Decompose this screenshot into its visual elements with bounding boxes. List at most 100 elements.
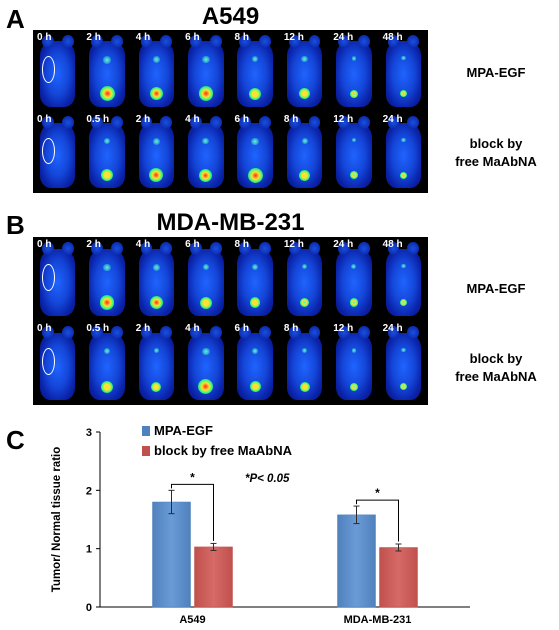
mouse-ear: [357, 326, 370, 340]
organ-signal-spot: [351, 263, 357, 269]
mouse-ear: [91, 116, 104, 130]
organ-signal-spot: [152, 137, 161, 145]
timepoint-label: 0.5 h: [86, 323, 110, 334]
mouse-image-frame: 2 h: [82, 30, 131, 112]
tumor-signal-spot: [399, 383, 407, 391]
y-tick-label: 3: [86, 427, 92, 439]
mouse-ear: [209, 34, 222, 48]
timepoint-label: 6 h: [234, 323, 249, 334]
legend-swatch: [142, 426, 150, 436]
mouse-ear: [209, 242, 222, 256]
mouse-image-frame: 4 h: [132, 30, 181, 112]
tumor-signal-spot: [299, 297, 310, 308]
timepoint-label: 6 h: [185, 239, 200, 250]
mouse-ear: [111, 34, 123, 48]
timepoint-label: 12 h: [283, 32, 304, 43]
tumor-signal-spot: [149, 296, 163, 310]
mouse-image-frame: 0 h: [33, 30, 82, 112]
y-tick-label: 1: [86, 544, 92, 556]
panel-b-row2-label-line1: block by: [469, 351, 523, 366]
mouse-image-frame: 6 h: [231, 321, 280, 405]
panel-b-title: MDA-MB-231: [156, 209, 305, 236]
mouse-ear: [140, 326, 153, 340]
mouse-ear: [239, 326, 252, 340]
significance-bracket: [356, 499, 399, 542]
roi-ellipse: [41, 263, 55, 292]
mouse-ear: [288, 116, 301, 130]
legend-label: block by free MaAbNA: [154, 443, 293, 458]
mouse-image-frame: 8 h: [231, 237, 280, 321]
timepoint-label: 12 h: [283, 239, 304, 250]
significance-star: *: [190, 470, 195, 484]
mouse-ear: [160, 242, 173, 256]
panelA-row2: 0 h 0.5 h 2 h 4 h 6 h 8 h 12 h 24 h: [33, 112, 428, 194]
mouse-ear: [308, 326, 321, 340]
tumor-signal-spot: [349, 298, 359, 307]
mouse-image-frame: 12 h: [329, 112, 378, 194]
tumor-signal-spot: [349, 89, 358, 98]
tumor-signal-spot: [199, 168, 213, 182]
legend-label: MPA-EGF: [154, 423, 213, 438]
timepoint-label: 24 h: [333, 32, 354, 43]
timepoint-label: 12 h: [333, 113, 354, 125]
tumor-signal-spot: [151, 381, 162, 392]
mouse-ear: [160, 116, 173, 130]
mouse-ear: [357, 116, 370, 130]
mouse-image-frame: 6 h: [181, 237, 230, 321]
mouse-ear: [407, 242, 420, 256]
mouse-ear: [239, 34, 252, 48]
mouse-ear: [190, 326, 202, 340]
tumor-signal-spot: [349, 171, 358, 180]
mouse-ear: [308, 116, 321, 130]
tumor-signal-spot: [198, 86, 214, 101]
tumor-signal-spot: [249, 297, 261, 308]
mouse-image-frame: 8 h: [280, 321, 329, 405]
timepoint-label: 8 h: [234, 32, 249, 43]
organ-signal-spot: [301, 347, 308, 354]
organ-signal-spot: [103, 263, 111, 272]
mouse-ear: [308, 34, 321, 48]
organ-signal-spot: [301, 137, 308, 144]
tumor-signal-spot: [101, 169, 114, 182]
mouse-ear: [308, 242, 321, 256]
organ-signal-spot: [401, 263, 406, 269]
bar: [194, 546, 233, 608]
mouse-image-frame: 12 h: [329, 321, 378, 405]
timepoint-label: 8 h: [234, 239, 249, 250]
mouse-image-frame: 2 h: [132, 321, 181, 405]
mouse-ear: [407, 116, 420, 130]
timepoint-label: 6 h: [185, 32, 200, 43]
mouse-image-frame: 4 h: [132, 237, 181, 321]
mouse-image-frame: 12 h: [280, 237, 329, 321]
timepoint-label: 6 h: [234, 113, 249, 125]
mouse-ear: [259, 116, 271, 130]
mouse-ear: [41, 116, 54, 130]
mouse-ear: [91, 326, 104, 340]
mouse-ear: [61, 242, 74, 256]
mouse-ear: [407, 326, 420, 340]
panel-a-image-strip: 0 h 2 h 4 h 6 h 8 h 12 h 24 h 48 h 0 h 0.5 h 2 h 4 …: [33, 30, 428, 193]
tumor-signal-spot: [349, 382, 358, 391]
roi-ellipse: [41, 137, 55, 165]
mouse-image-frame: 24 h: [329, 30, 378, 112]
tumor-signal-spot: [249, 381, 261, 393]
organ-signal-spot: [351, 137, 357, 143]
mouse-image-frame: 8 h: [231, 30, 280, 112]
mouse-image-frame: 6 h: [181, 30, 230, 112]
tumor-signal-spot: [198, 379, 214, 395]
mouse-ear: [61, 116, 74, 130]
tumor-signal-spot: [298, 87, 311, 100]
organ-signal-spot: [252, 347, 259, 354]
panel-b-row2-label: block by free MaAbNA: [433, 350, 559, 386]
tumor-signal-spot: [299, 169, 311, 181]
mouse-ear: [387, 242, 400, 256]
timepoint-label: 48 h: [382, 32, 403, 43]
mouse-image-frame: 48 h: [379, 237, 428, 321]
timepoint-label: 4 h: [185, 113, 200, 125]
organ-signal-spot: [153, 347, 160, 354]
panel-a-letter: A: [6, 4, 25, 34]
mouse-ear: [387, 116, 400, 130]
tumor-signal-spot: [99, 86, 115, 102]
panel-a-row1-label: MPA-EGF: [466, 65, 526, 80]
panel-b-letter: B: [6, 210, 25, 240]
